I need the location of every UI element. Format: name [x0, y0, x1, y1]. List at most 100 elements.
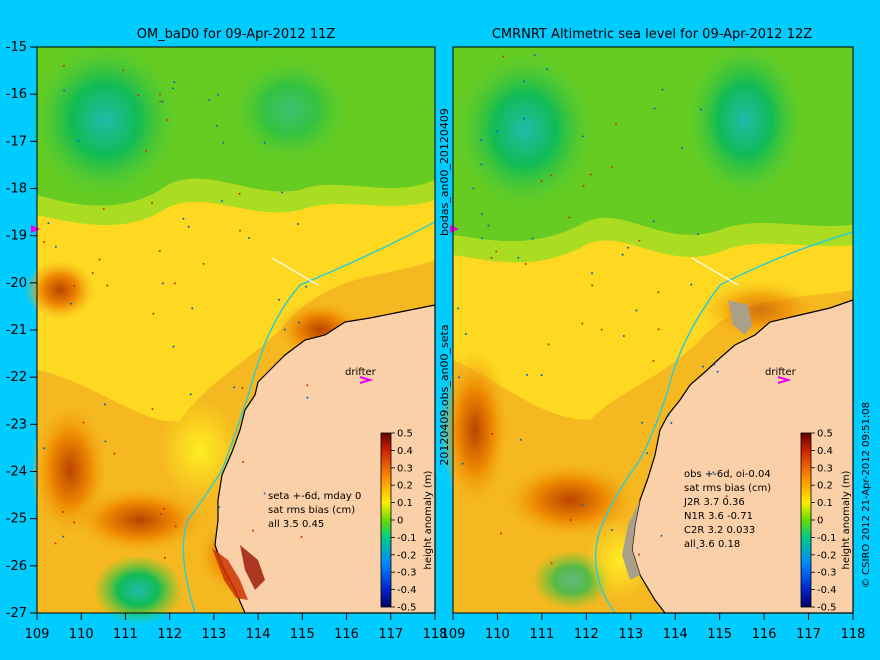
observation-marker: [610, 529, 613, 532]
observation-marker: [298, 321, 301, 324]
observation-marker: [550, 562, 553, 565]
left-map: drifter seta +-6d, mday 0 sat rms bias (…: [25, 40, 436, 625]
observation-marker: [91, 272, 94, 275]
left-y-tick-label: -21: [6, 323, 27, 338]
observation-marker: [582, 184, 585, 187]
left-x-tick-label: 111: [113, 627, 138, 642]
observation-marker: [519, 438, 522, 441]
observation-marker: [62, 511, 65, 514]
observation-marker: [700, 108, 703, 111]
left-colorbar-tick-label: 0: [397, 516, 403, 527]
left-y-tick-label: -20: [6, 276, 27, 291]
observation-marker: [591, 272, 594, 275]
right-panel: CMRNRT Altimetric sea level for 09-Apr-2…: [440, 27, 865, 642]
observation-marker: [158, 250, 161, 253]
observation-marker: [667, 414, 670, 417]
left-annotation-line-3: all 3.5 0.45: [268, 519, 324, 530]
right-colorbar-label: height anomaly (m): [841, 470, 852, 569]
observation-marker: [696, 233, 699, 236]
observation-marker: [495, 130, 498, 133]
observation-marker: [652, 220, 655, 223]
observation-marker: [306, 384, 309, 387]
observation-marker: [306, 396, 309, 399]
observation-marker: [621, 253, 624, 256]
observation-marker: [533, 54, 536, 57]
observation-marker: [283, 328, 286, 331]
observation-marker: [208, 98, 211, 101]
left-x-axis: 109 110 111 112 113 114 115 116 117 118: [25, 613, 448, 642]
right-drifter-marker: [777, 376, 792, 384]
left-y-tick-label: -24: [6, 465, 27, 480]
right-x-tick-label: 116: [752, 627, 777, 642]
observation-marker: [182, 217, 185, 220]
observation-marker: [657, 328, 660, 331]
right-colorbar-tick-label: 0.4: [817, 446, 833, 457]
observation-marker: [464, 333, 467, 336]
left-x-tick-label: 118: [423, 627, 448, 642]
observation-marker: [42, 241, 45, 244]
right-yellow-band: [453, 210, 853, 420]
left-lightgreen-edge: [37, 178, 435, 226]
observation-marker: [263, 141, 266, 144]
observation-marker: [241, 386, 244, 389]
observation-marker: [660, 534, 663, 537]
right-annotation-line-2: sat rms bias (cm): [684, 483, 771, 494]
right-x-tick-label: 115: [707, 627, 732, 642]
observation-marker: [581, 135, 584, 138]
right-colorbar-tick-label: 0.5: [817, 429, 833, 440]
left-colorbar-tick-label: 0.5: [397, 429, 413, 440]
right-colorbar-tick-label: -0.5: [817, 603, 837, 614]
observation-marker: [82, 421, 85, 424]
right-lightgreen-edge: [453, 217, 853, 263]
right-x-tick-label: 112: [574, 627, 599, 642]
left-annotation-line-1: seta +-6d, mday 0: [268, 491, 361, 502]
left-x-tick-label: 112: [157, 627, 182, 642]
observation-marker: [106, 284, 109, 287]
observation-marker: [187, 225, 190, 228]
right-colorbar: 0.5 0.4 0.3 0.2 0.1 0 -0.1 -0.2 -0.3 -0.4 -0.5 hei…: [800, 429, 852, 614]
right-eddy-low-2: [685, 40, 805, 200]
left-x-tick-label: 117: [378, 627, 403, 642]
right-x-tick-label: 114: [663, 627, 688, 642]
left-y-tick-label: -27: [6, 606, 27, 621]
observation-marker: [600, 328, 603, 331]
left-y-tick-label: -26: [6, 559, 27, 574]
observation-marker: [151, 408, 154, 411]
right-colorbar-tick-label: -0.3: [817, 568, 837, 579]
observation-marker: [725, 495, 728, 498]
observation-marker: [158, 93, 161, 96]
right-x-tick-label: 110: [485, 627, 510, 642]
observation-marker: [540, 374, 543, 377]
observation-marker: [161, 282, 164, 285]
right-x-tick-label: 118: [841, 627, 866, 642]
right-transect: [691, 257, 739, 286]
observation-marker: [217, 93, 220, 96]
left-colorbar: 0.5 0.4 0.3 0.2 0.1 0 -0.1 -0.2 -0.3 -0.4 -0.5 hei…: [380, 429, 434, 614]
observation-marker: [221, 200, 224, 203]
right-map: drifter obs +-6d, oi-0.04 sat rms bias (…: [440, 40, 854, 614]
left-colorbar-tick-label: 0.3: [397, 463, 413, 474]
left-eddy-low-2: [230, 55, 350, 165]
left-x-tick-label: 115: [290, 627, 315, 642]
observation-marker: [641, 421, 644, 424]
observation-marker: [151, 201, 154, 204]
observation-marker: [166, 119, 169, 122]
right-x-axis: 109 110 111 112 113 114 115 116 117 118: [441, 613, 866, 642]
observation-marker: [581, 504, 584, 507]
observation-marker: [661, 88, 664, 91]
observation-marker: [296, 222, 299, 225]
observation-marker: [525, 373, 528, 376]
left-x-tick-label: 116: [334, 627, 359, 642]
observation-marker: [238, 192, 241, 195]
observation-marker: [568, 216, 571, 219]
observation-marker: [461, 462, 464, 465]
left-shelf-contour: [182, 221, 436, 614]
right-x-tick-label: 111: [529, 627, 554, 642]
observation-marker: [491, 432, 494, 435]
observation-marker: [122, 69, 125, 72]
left-colorbar-tick-label: 0.4: [397, 446, 413, 457]
left-eddy-high-1: [25, 260, 95, 320]
observation-marker: [524, 263, 527, 266]
observation-marker: [622, 334, 625, 337]
left-y-tick-label: -16: [6, 87, 27, 102]
